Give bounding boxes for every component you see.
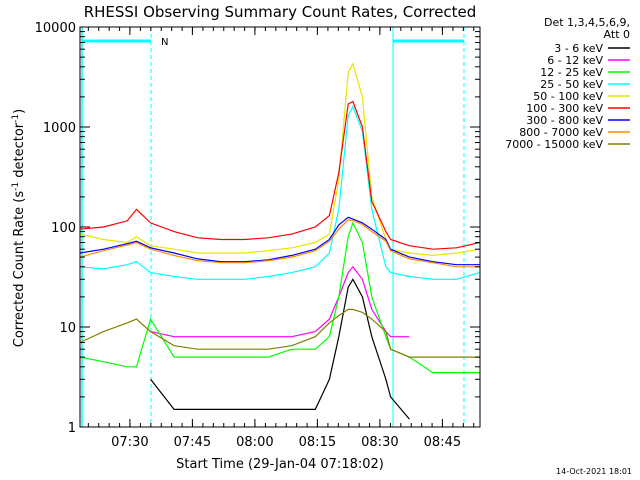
- legend-label-7: 800 - 7000 keV: [519, 126, 603, 139]
- x-tick-label-5: 08:45: [424, 435, 461, 450]
- x-tick-label-0: 07:30: [111, 435, 148, 450]
- x-tick-label-1: 07:45: [174, 435, 211, 450]
- legend-header-line-2: Att 0: [604, 28, 630, 41]
- x-tick-label-3: 08:15: [299, 435, 336, 450]
- annotation-n: N: [161, 37, 168, 48]
- x-axis-label: Start Time (29-Jan-04 07:18:02): [176, 457, 384, 472]
- legend-label-0: 3 - 6 keV: [554, 42, 603, 55]
- y-tick-label-3: 1000: [43, 121, 76, 136]
- series-line-25-50-kev: [79, 105, 481, 280]
- plot-area: [80, 27, 480, 427]
- series-layer: [79, 62, 481, 420]
- legend-label-4: 50 - 100 keV: [533, 90, 603, 103]
- series-line-800-7000-kev: [79, 219, 480, 268]
- series-line-100-300-kev: [79, 100, 481, 250]
- chart-title: RHESSI Observing Summary Count Rates, Co…: [84, 3, 477, 21]
- legend-label-5: 100 - 300 keV: [526, 102, 603, 115]
- y-tick-label-2: 100: [51, 221, 76, 236]
- series-line-3-6-kev: [150, 278, 410, 420]
- y-axis-ticks: 1 10 100 1000 10000: [35, 21, 480, 436]
- y-axis-label: Corrected Count Rate (s-1 detector-1): [11, 109, 27, 347]
- x-tick-label-4: 08:30: [361, 435, 398, 450]
- legend-label-1: 6 - 12 keV: [547, 54, 603, 67]
- series-line-300-800-kev: [79, 216, 480, 266]
- y-tick-label-1: 10: [59, 321, 76, 336]
- y-tick-label-4: 10000: [35, 21, 76, 36]
- timestamp: 14-Oct-2021 18:01: [556, 467, 632, 476]
- series-line-7000-15000-kev: [79, 308, 480, 358]
- plot-background: [80, 27, 480, 427]
- series-line-50-100-kev: [79, 62, 481, 257]
- legend-label-2: 12 - 25 keV: [540, 66, 603, 79]
- x-tick-label-2: 08:00: [236, 435, 273, 450]
- y-tick-label-0: 1: [68, 421, 76, 436]
- series-line-6-12-kev: [150, 265, 410, 338]
- x-axis-ticks: 07:30 07:45 08:00 08:15 08:30 08:45: [87, 27, 475, 450]
- legend-label-8: 7000 - 15000 keV: [505, 138, 603, 151]
- legend-label-6: 300 - 800 keV: [526, 114, 603, 127]
- legend-label-3: 25 - 50 keV: [540, 78, 603, 91]
- legend-header-line-1: Det 1,3,4,5,6,9,: [544, 16, 630, 29]
